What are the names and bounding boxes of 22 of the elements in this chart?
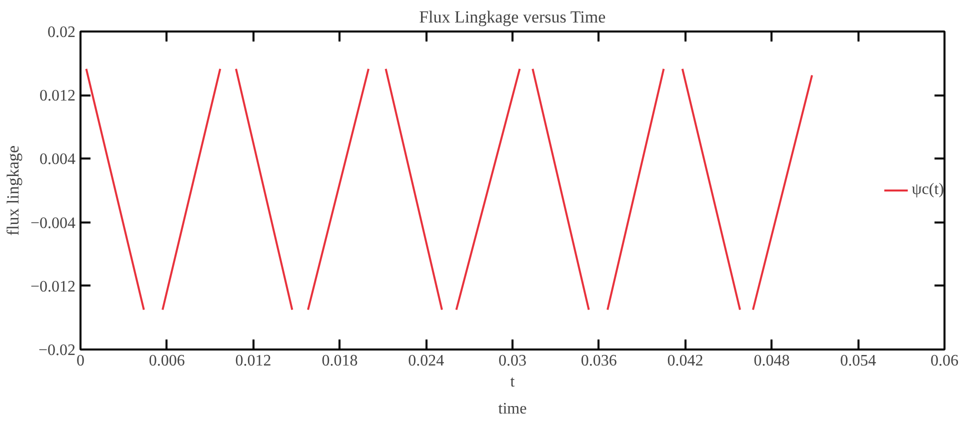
x-tick-label: 0.006 [148, 352, 185, 370]
x-tick-label: 0.048 [754, 352, 790, 370]
x-tick-label: 0.03 [498, 352, 526, 370]
x-axis-title: t [510, 374, 516, 390]
y-tick-label: 0.004 [40, 151, 76, 168]
x-tick-label: 0.012 [235, 352, 272, 370]
text: time [498, 400, 527, 418]
chart-title: Flux Lingkage versus Time [419, 8, 606, 26]
x-tick-label: 0.042 [667, 352, 704, 370]
x-tick-label: 0.054 [840, 352, 876, 370]
y-tick-label: 0.02 [48, 24, 76, 41]
y-axis-title: flux lingkage [4, 145, 22, 236]
y-tick-label: −0.004 [30, 214, 76, 232]
x-tick-label: 0.036 [580, 352, 617, 370]
x-tick-label: 0.018 [322, 352, 358, 370]
x-tick-label: 0 [76, 352, 84, 370]
y-tick-label: 0.012 [40, 88, 76, 105]
x-tick-label: 0.06 [930, 352, 958, 370]
legend-label: ψc(t) [912, 181, 944, 199]
y-tick-label: −0.02 [38, 342, 76, 359]
y-tick-label: −0.012 [30, 278, 76, 296]
x-tick-label: 0.024 [408, 352, 444, 370]
